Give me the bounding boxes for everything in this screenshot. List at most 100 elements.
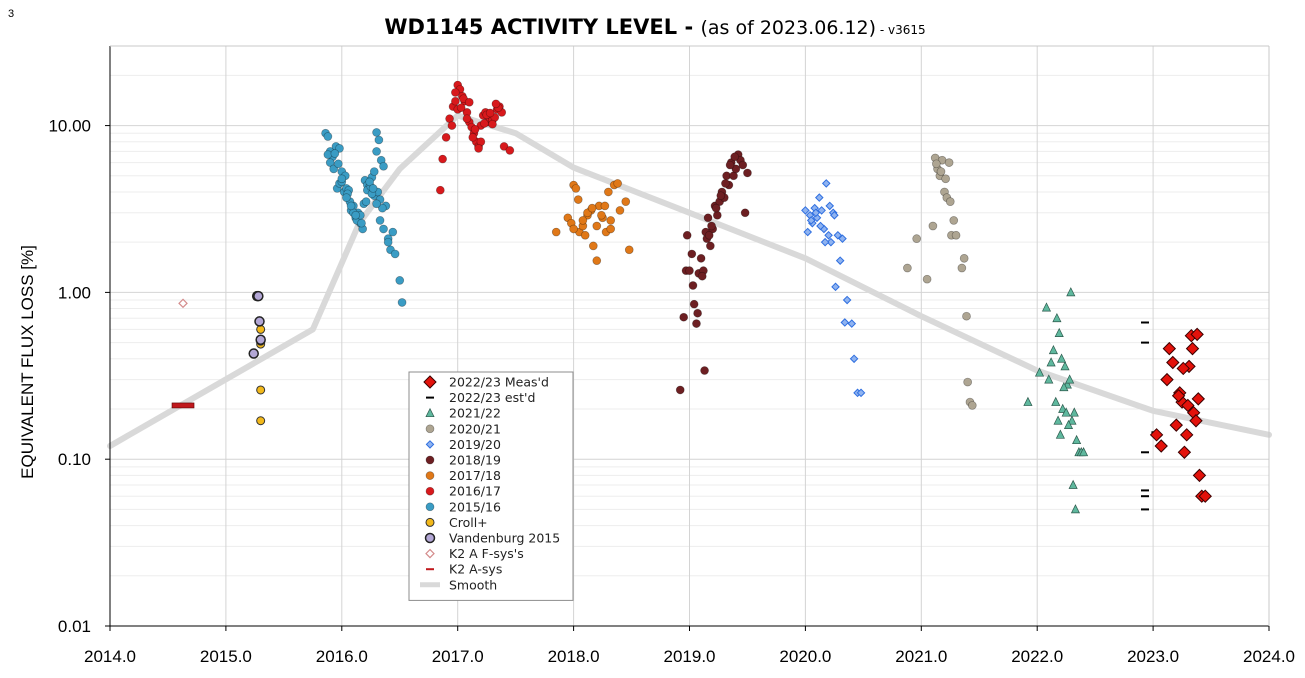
data-point-s1819 [738,160,748,170]
data-point-s1920 [817,206,826,215]
data-point-s2122 [1072,434,1082,445]
data-point-s1516 [378,203,387,213]
data-point-s1819 [740,208,750,218]
data-point-s1920 [801,206,810,215]
data-point-s1617 [485,108,495,118]
x-tick-label: 2014.0 [84,647,136,666]
legend-marker-meas_2223 [423,375,437,389]
data-point-s1819 [685,266,694,276]
legend-label-s2122: 2021/22 [449,406,501,421]
data-point-s2021 [949,216,959,225]
data-point-croll [256,385,266,395]
data-point-meas_2223 [1192,468,1207,483]
data-point-s1516 [390,249,400,259]
data-point-s1819 [704,230,714,240]
data-point-s1920 [840,318,850,327]
data-point-s1920 [849,354,859,364]
data-point-s1516 [357,218,366,228]
data-point-s1617 [451,96,460,106]
x-tick-label: 2015.0 [200,647,252,666]
x-tick-label: 2021.0 [895,647,947,666]
data-point-k2a [171,402,195,409]
data-point-s1819 [700,366,709,375]
data-point-s1920 [824,230,833,240]
data-point-s1617 [505,146,515,155]
data-point-s1516 [383,237,393,247]
data-point-s1516 [372,147,381,156]
data-point-meas_2223 [1191,392,1206,406]
data-point-s1617 [499,142,509,151]
data-point-s1617 [438,154,447,164]
data-point-s1819 [703,213,713,223]
legend-label-s1819: 2018/19 [449,453,501,468]
data-point-s1920 [811,208,821,218]
legend-marker-croll [425,517,435,527]
data-point-s1617 [480,119,489,128]
data-point-s1516 [323,132,333,141]
data-point-s1819 [731,164,741,174]
data-point-s2122 [1059,381,1069,392]
chart-subtitle: (as of 2023.06.12) [700,17,876,39]
data-point-s1516 [375,216,385,225]
chart-title-separator: - [677,15,700,39]
data-point-s1718 [615,206,625,215]
data-point-s1516 [379,224,388,234]
data-point-s1718 [600,201,610,211]
data-points [171,80,1212,514]
data-point-s2021 [945,197,955,206]
data-point-vand [253,290,264,302]
data-point-s1819 [725,160,735,170]
legend-label-k2f: K2 A F-sys's [449,546,524,561]
data-point-s1516 [325,158,335,167]
legend-label-s2021: 2020/21 [449,421,501,436]
data-point-s1718 [592,221,602,231]
legend-label-s1920: 2019/20 [449,437,501,452]
chart-version: - v3615 [876,23,926,37]
y-tick-label: 0.10 [58,450,91,469]
data-point-s2122 [1053,415,1063,425]
data-point-s2021 [912,234,922,243]
data-point-s2021 [962,311,971,321]
data-point-s2122 [1052,312,1062,323]
data-point-s2122 [1078,447,1089,457]
data-point-s1516 [351,210,361,220]
data-point-s1718 [624,245,634,255]
data-point-s1516 [329,164,339,174]
data-point-s1920 [833,230,843,240]
x-tick-label: 2019.0 [664,647,716,666]
data-point-s1617 [474,144,483,153]
data-point-s1516 [330,149,340,158]
y-tick-label: 1.00 [58,283,91,302]
data-point-s1617 [488,119,497,129]
data-point-s1819 [743,168,752,178]
x-tick-label: 2020.0 [779,647,831,666]
data-point-s2021 [922,274,932,284]
data-point-s2021 [932,159,941,169]
legend-label-meas_2223: 2022/23 Meas'd [449,375,549,390]
data-point-s1516 [333,159,343,169]
data-point-meas_2223 [1171,389,1186,403]
legend-label-s1617: 2016/17 [449,484,501,499]
page-number: 3 [8,8,15,20]
data-point-s1920 [821,179,831,188]
data-point-meas_2223 [1185,341,1200,356]
legend-marker-s1718 [425,471,435,480]
data-point-s1516 [346,201,356,211]
data-point-meas_2223 [1198,489,1212,503]
data-point-s2122 [1051,396,1061,406]
x-tick-label: 2017.0 [432,647,484,666]
chart-title-group: WD1145 ACTIVITY LEVEL - (as of 2023.06.1… [384,15,925,39]
data-point-s1819 [675,385,685,395]
data-point-s1819 [707,221,716,231]
data-point-croll [256,416,266,426]
data-point-s2021 [944,158,954,167]
data-point-s1819 [730,152,740,162]
legend-marker-k2f [425,548,435,559]
data-point-s2122 [1044,374,1054,384]
data-point-s2021 [959,253,969,263]
data-point-s2122 [1069,407,1079,417]
data-point-meas_2223 [1189,414,1203,428]
data-point-meas_2223 [1166,355,1180,370]
data-point-s1516 [342,193,351,202]
